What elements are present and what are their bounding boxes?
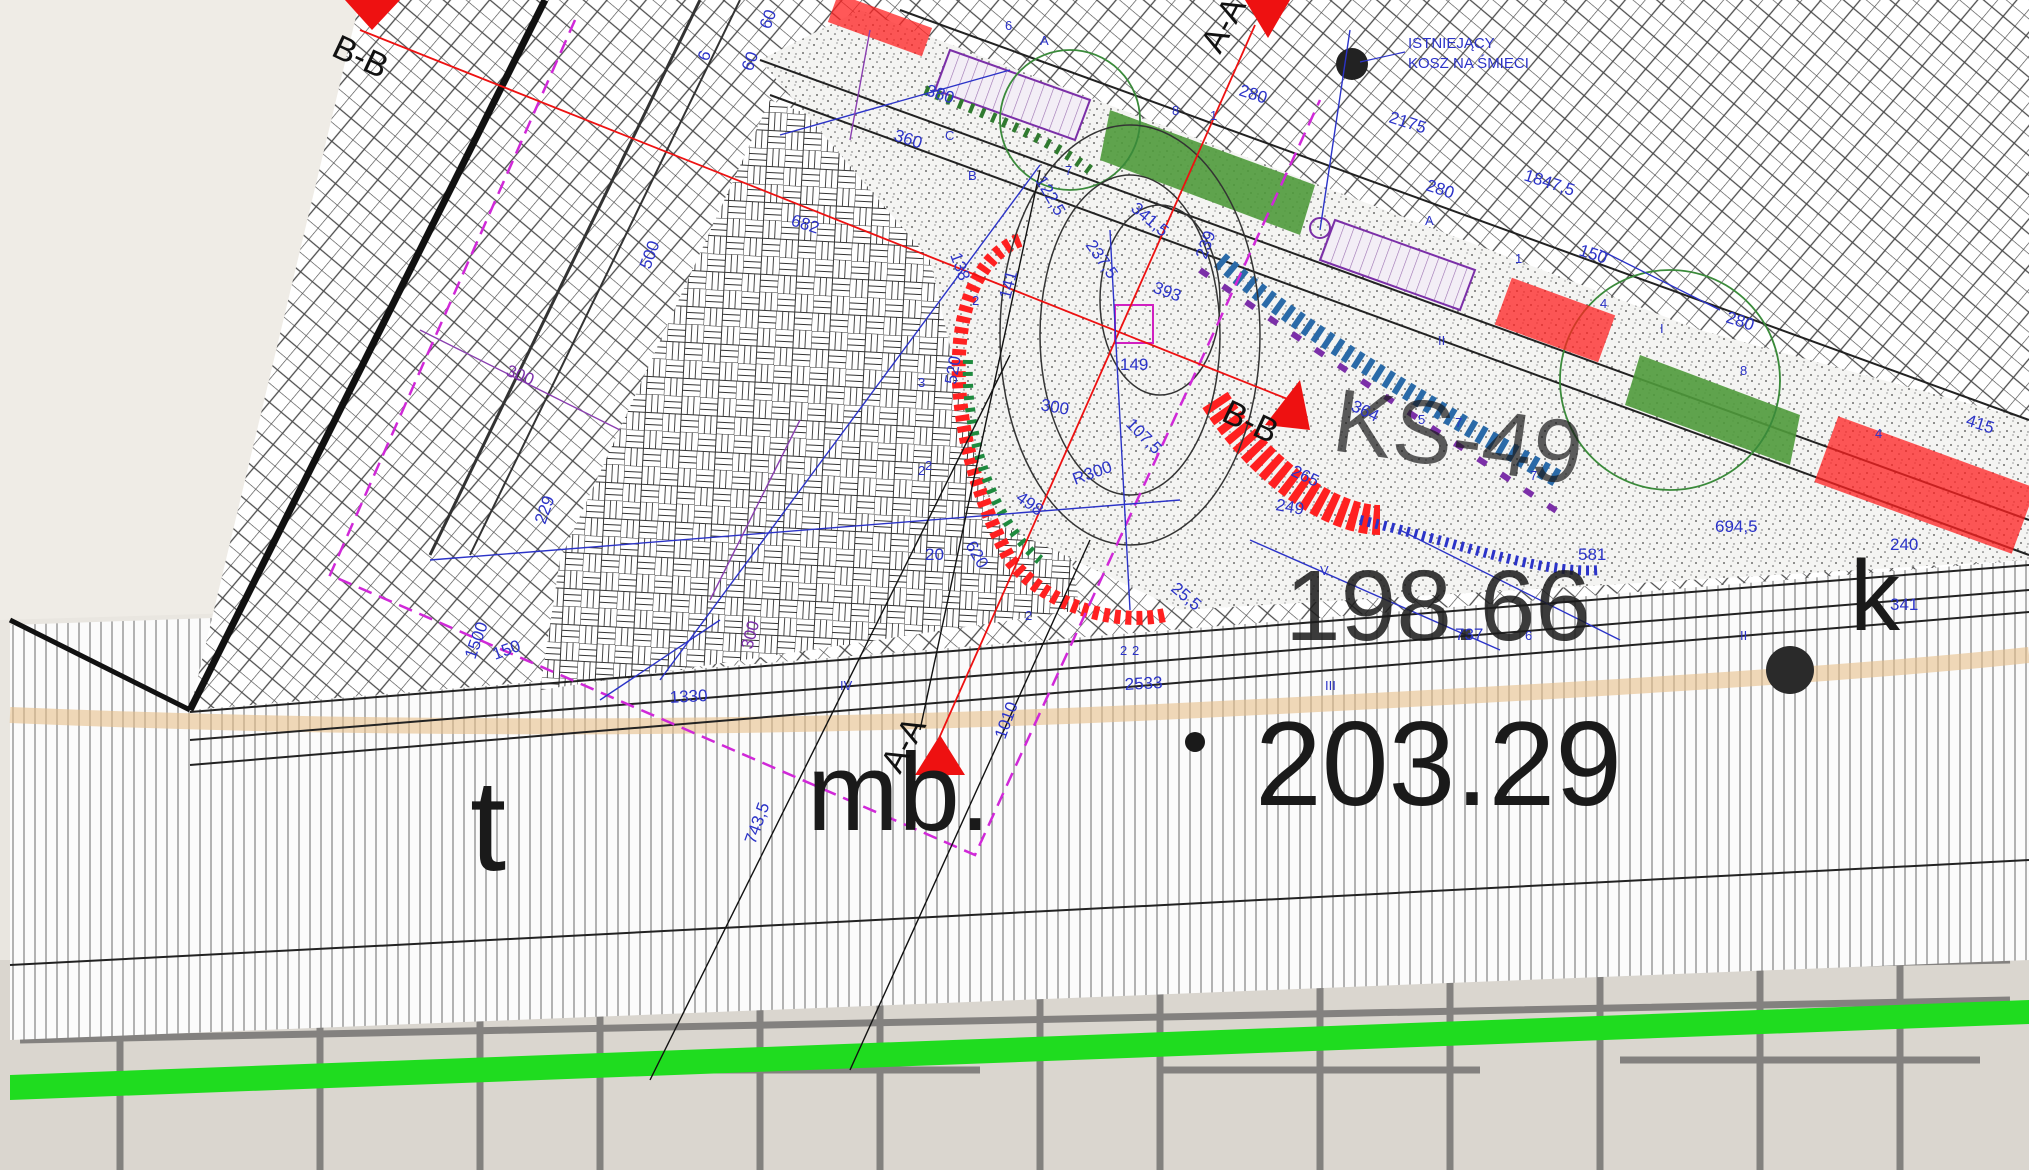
tag-7c: 7 (1530, 468, 1537, 483)
dim-341: 341 (1890, 595, 1918, 614)
tag-4b: 4 (1875, 426, 1882, 441)
tag-III: III (1325, 678, 1336, 693)
dim-581: 581 (1578, 545, 1606, 564)
tag-4a: 4 (1600, 296, 1607, 311)
tag-6b: 6 (1525, 628, 1532, 643)
label-t: t (470, 752, 506, 898)
dim-149: 149 (1120, 355, 1148, 374)
tag-8b: 8 (1740, 363, 1747, 378)
manhole (1766, 646, 1814, 694)
tag-2d: 2 (1132, 643, 1139, 658)
dim-240: 240 (1890, 535, 1918, 554)
tag-8a: 8 (1172, 103, 1179, 118)
note-line-1: ISTNIEJĄCY (1408, 35, 1495, 52)
label-elevation-main: 203.29 (1255, 697, 1622, 831)
tag-I: I (1660, 321, 1664, 336)
dim-1330: 1330 (669, 686, 708, 707)
dim-20: 20 (925, 545, 944, 564)
tag-C: C (945, 128, 954, 143)
dim-2533: 2533 (1124, 673, 1163, 694)
tag-3: 3 (918, 375, 925, 390)
dim-737: 737 (1455, 625, 1483, 644)
tag-B: B (968, 168, 977, 183)
tag-A1: A (1040, 33, 1049, 48)
tag-2c: 2 (1025, 608, 1032, 623)
tag-IIb: II (1740, 628, 1747, 643)
tag-5: 5 (1418, 412, 1425, 427)
tag-2a: 2 (972, 293, 979, 308)
tag-7b: 7 (1455, 415, 1462, 430)
tag-2f: 2 (1120, 643, 1127, 658)
tag-7a: 7 (1065, 163, 1072, 178)
waste-bin (1336, 48, 1368, 80)
tag-II: II (1438, 333, 1445, 348)
dim-6945: 694,5 (1715, 517, 1758, 536)
tag-IV: IV (840, 678, 853, 693)
tag-1a: 1 (1210, 108, 1217, 123)
tag-1b: 1 (1515, 251, 1522, 266)
label-elevation-second: 198.66 (1285, 550, 1591, 662)
tag-A2: A (1425, 213, 1434, 228)
elevation-point (1185, 732, 1205, 752)
tag-6a: 6 (1005, 18, 1012, 33)
tag-2e: 2 (925, 458, 932, 473)
tag-V: V (1320, 563, 1329, 578)
note-line-2: KOSZ NA ŚMIECI (1408, 54, 1529, 72)
